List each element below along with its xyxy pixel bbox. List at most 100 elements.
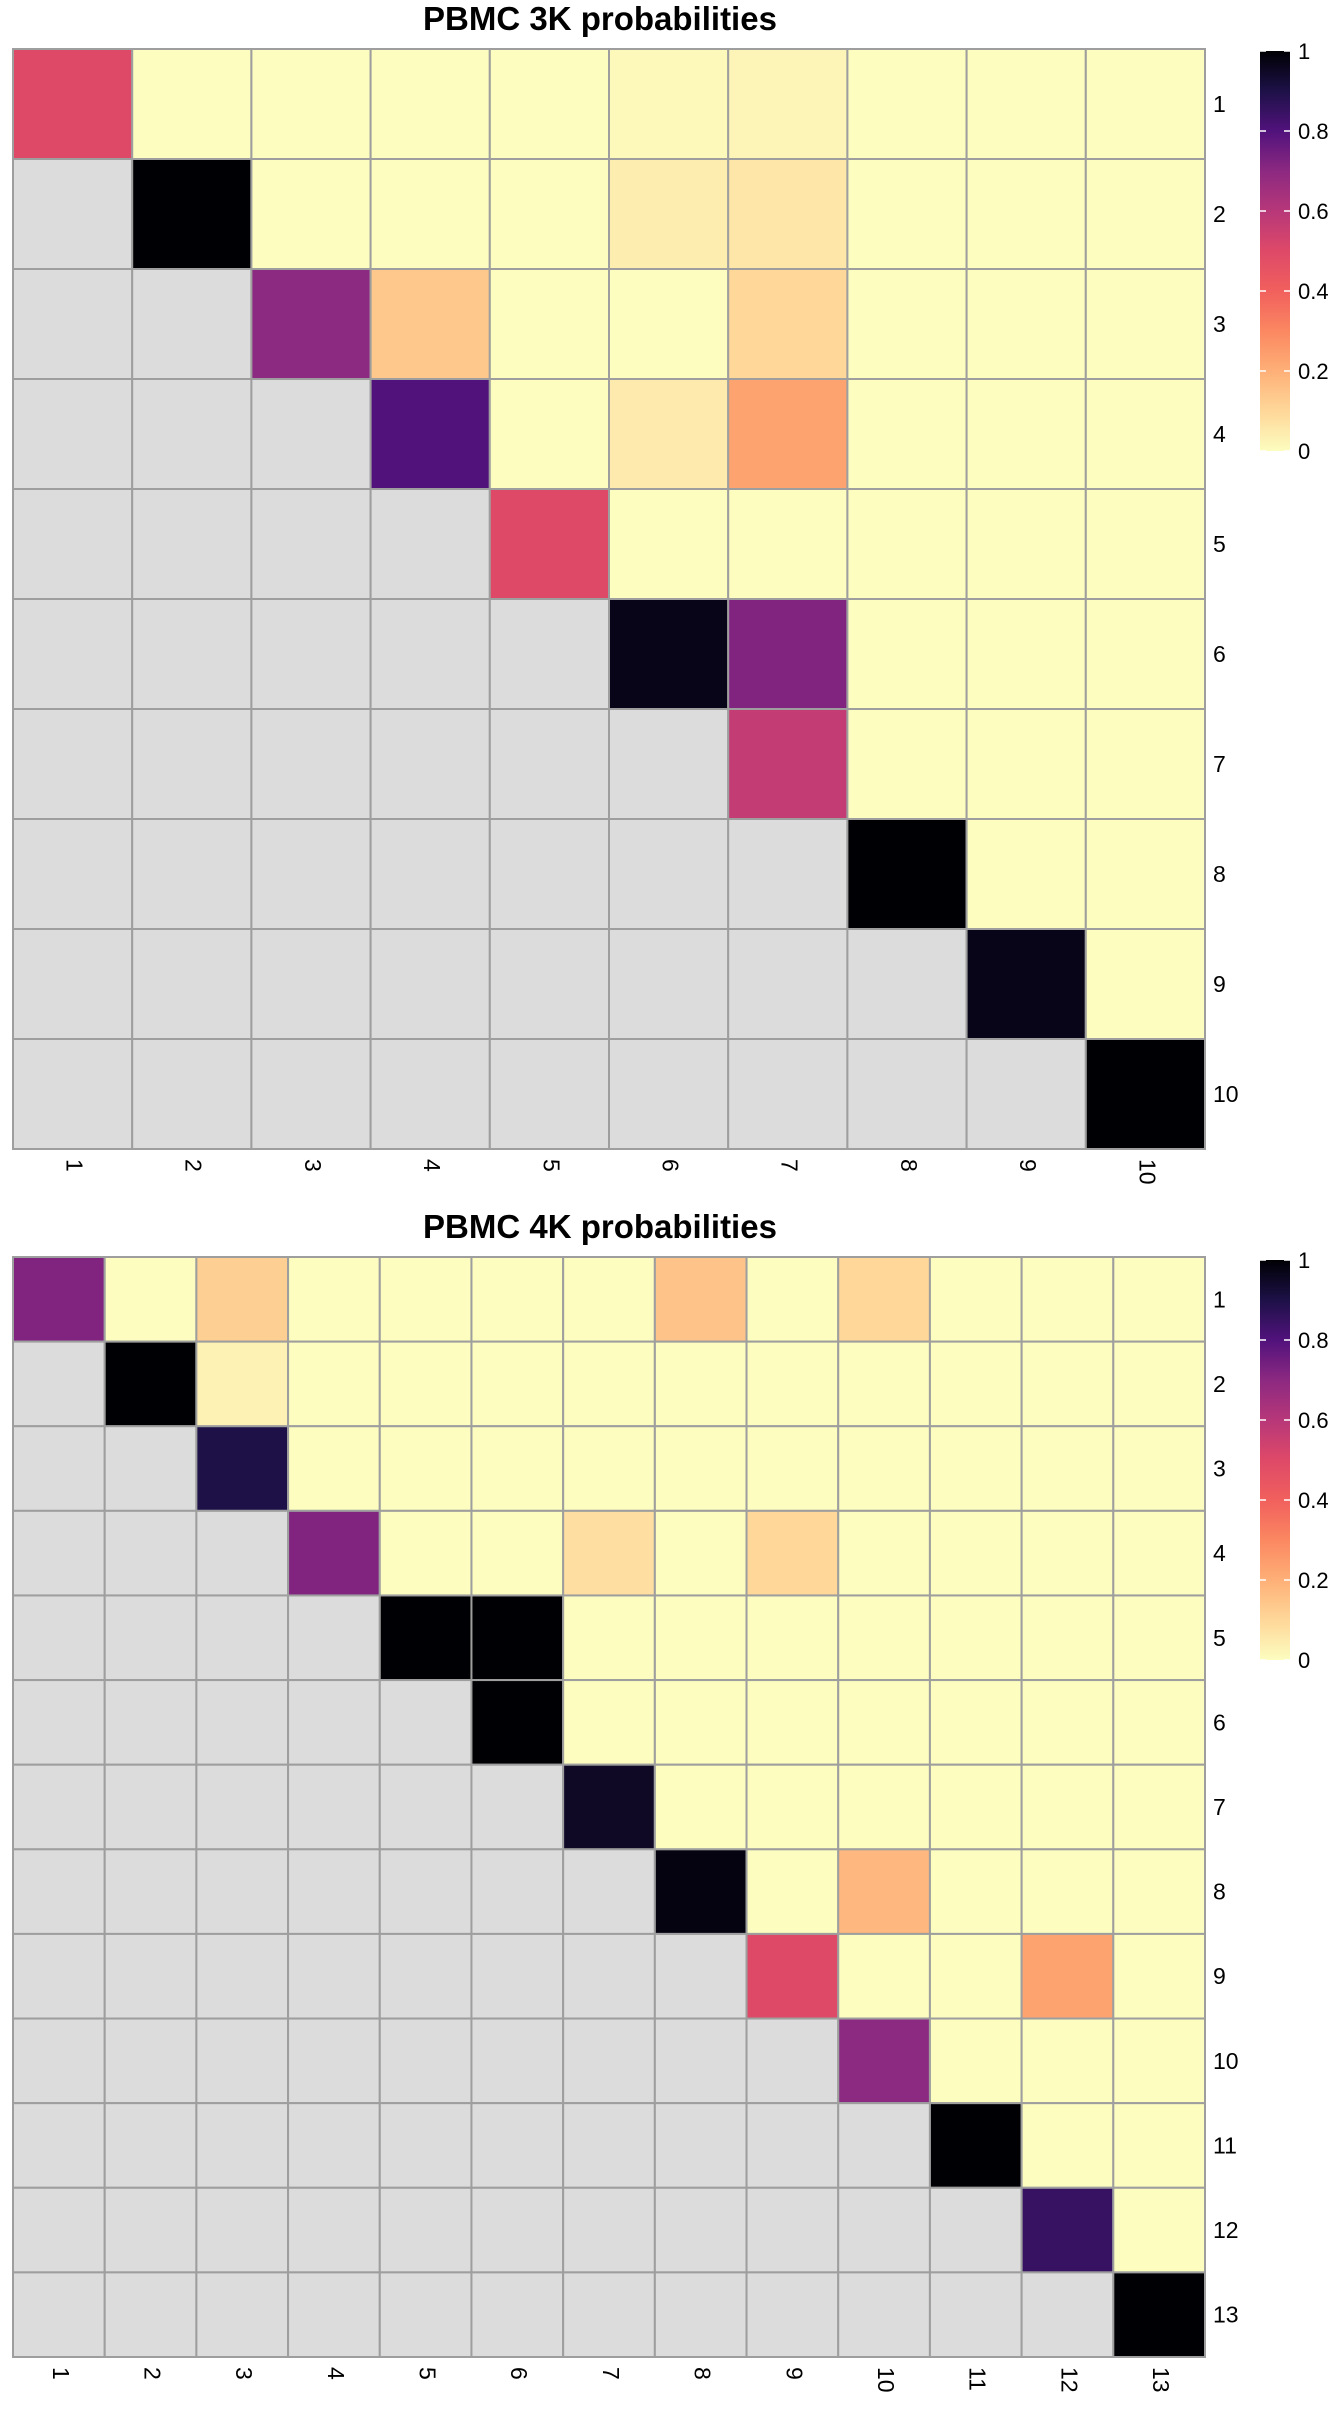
row-tick-label: 9 [1213, 1963, 1226, 1989]
heatmap-cell-masked [12, 1679, 106, 1766]
heatmap-cell [965, 48, 1087, 160]
column-tick-label: 9 [1015, 1159, 1041, 1172]
heatmap-cell [727, 708, 849, 820]
heatmap-cell [287, 1340, 381, 1428]
heatmap-cell [562, 1256, 656, 1343]
heatmap-cell-masked [195, 2271, 290, 2358]
row-tick-label: 4 [1213, 1540, 1226, 1566]
heatmap-cell [653, 1256, 748, 1343]
heatmap-cell-masked [653, 2271, 748, 2358]
row-tick-label: 3 [1213, 311, 1226, 337]
heatmap-cell [369, 158, 491, 270]
heatmap-cell [195, 1256, 290, 1343]
heatmap-cell-masked [745, 2271, 840, 2358]
colorbar-legend: 0 0.2 0.4 0.6 0.8 1 [1260, 1248, 1329, 1673]
heatmap-cell [745, 1763, 840, 1851]
heatmap-cell-masked [287, 1594, 381, 1682]
heatmap-cell [653, 1848, 748, 1935]
heatmap-cell-masked [250, 378, 372, 490]
heatmap-cell [837, 2017, 931, 2105]
heatmap-cell-masked [488, 708, 610, 820]
colorbar-tick-label: 0.4 [1298, 279, 1329, 304]
heatmap-cell [653, 1509, 748, 1597]
heatmap-cell-masked [250, 928, 372, 1040]
heatmap-cell [1112, 1763, 1207, 1851]
heatmap-cell-masked [928, 2271, 1023, 2358]
heatmap-cell-masked [653, 2102, 748, 2189]
column-tick-label: 1 [62, 1159, 88, 1172]
heatmap-cell-masked [287, 2271, 381, 2358]
heatmap-cell [965, 268, 1087, 380]
heatmap-cell [608, 48, 730, 160]
heatmap-cell-masked [103, 2017, 198, 2105]
row-tick-label: 6 [1213, 641, 1226, 667]
heatmap-cell [745, 1932, 840, 2020]
heatmap-cell [1084, 598, 1207, 710]
heatmap-cell-masked [12, 708, 134, 820]
heatmap-cell [727, 598, 849, 710]
heatmap-cell [1112, 1425, 1207, 1512]
heatmap-cell [846, 708, 968, 820]
heatmap-cell [608, 598, 730, 710]
heatmap-cell-masked [12, 598, 134, 710]
heatmap-cell-masked [488, 598, 610, 710]
heatmap-cell [745, 1256, 840, 1343]
pbmc-4k-heatmap: PBMC 4K probabilities 12345678910111213 … [12, 1208, 1329, 2393]
heatmap-cell-masked [745, 2102, 840, 2189]
heatmap-cell-masked [378, 1848, 473, 1935]
heatmap-cell-masked [608, 708, 730, 820]
heatmap-cell-masked [727, 818, 849, 930]
heatmap-cell [1084, 158, 1207, 270]
heatmap-cell-masked [378, 1679, 473, 1766]
heatmap-cell [1084, 488, 1207, 600]
colorbar-gradient [1260, 1260, 1290, 1660]
heatmap-cell [195, 1425, 290, 1512]
column-tick-label: 4 [419, 1159, 445, 1172]
column-tick-label: 7 [598, 2367, 624, 2380]
column-tick-label: 9 [781, 2367, 807, 2380]
heatmap-cell [965, 598, 1087, 710]
heatmap-cell-masked [287, 1932, 381, 2020]
heatmap-cell-masked [378, 2271, 473, 2358]
heatmap-cell-masked [12, 268, 134, 380]
heatmap-cell-masked [378, 2186, 473, 2274]
heatmap-cell [965, 158, 1087, 270]
heatmap-cell [965, 928, 1087, 1040]
row-tick-label: 5 [1213, 1625, 1226, 1651]
colorbar-tick-label: 0.2 [1298, 359, 1329, 384]
heatmap-cell-masked [12, 158, 134, 270]
heatmap-cell-masked [195, 2186, 290, 2274]
heatmap-cell [287, 1509, 381, 1597]
heatmap-cell-masked [369, 488, 491, 600]
heatmap-cell [1084, 378, 1207, 490]
heatmap-cell-masked [488, 1038, 610, 1150]
heatmap-cell [488, 378, 610, 490]
heatmap-cell-masked [470, 1932, 565, 2020]
heatmap-cell [250, 48, 372, 160]
chart-title: PBMC 4K probabilities [423, 1208, 777, 1245]
heatmap-cell [846, 158, 968, 270]
heatmap-cell-masked [965, 1038, 1087, 1150]
heatmap-cell-masked [131, 818, 253, 930]
heatmap-cell-masked [928, 2186, 1023, 2274]
row-tick-label: 11 [1213, 2132, 1237, 2158]
heatmap-cell [1112, 1679, 1207, 1766]
column-tick-label: 4 [323, 2367, 349, 2380]
column-tick-label: 13 [1148, 2367, 1174, 2393]
heatmap-cell [608, 378, 730, 490]
heatmap-cell [1084, 818, 1207, 930]
heatmap-cell-masked [470, 2186, 565, 2274]
heatmap-cell-masked [608, 1038, 730, 1150]
heatmap-cell [727, 378, 849, 490]
heatmap-cell-masked [369, 1038, 491, 1150]
heatmap-cell [846, 818, 968, 930]
heatmap-cell [488, 48, 610, 160]
column-tick-label: 2 [181, 1159, 207, 1172]
heatmap-cell-masked [562, 2271, 656, 2358]
heatmap-cell [470, 1594, 565, 1682]
heatmap-cell [837, 1340, 931, 1428]
heatmap-cell [562, 1509, 656, 1597]
heatmap-cell [1020, 1679, 1115, 1766]
heatmap-cell [653, 1679, 748, 1766]
heatmap-cell [369, 268, 491, 380]
